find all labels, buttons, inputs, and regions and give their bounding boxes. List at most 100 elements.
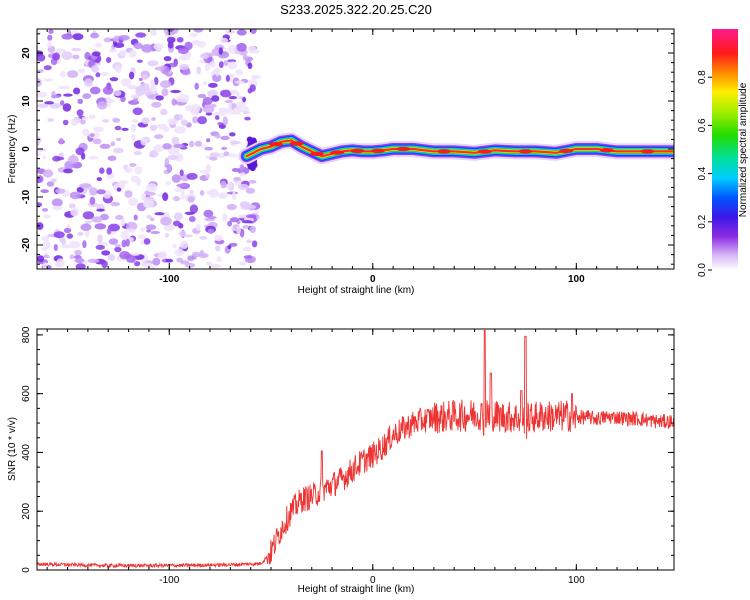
- noise-blob: [82, 211, 95, 220]
- noise-blob: [195, 223, 201, 231]
- noise-blob: [149, 85, 158, 95]
- noise-blob: [87, 258, 100, 264]
- noise-blob: [180, 260, 190, 265]
- colorbar-tick-label: 0.6: [697, 118, 708, 132]
- ridge-peak: [518, 149, 533, 154]
- snr-panel: -100 0 100 0 200 400 600 800 Height of straigh…: [7, 326, 675, 595]
- noise-blob: [149, 152, 155, 158]
- noise-blob: [218, 192, 228, 198]
- noise-blob: [121, 127, 129, 131]
- noise-blob: [229, 89, 238, 94]
- noise-blob: [51, 94, 62, 99]
- noise-blob: [77, 98, 83, 104]
- noise-blob: [128, 71, 135, 80]
- noise-blob: [176, 37, 184, 43]
- noise-blob: [102, 86, 114, 95]
- noise-blob: [202, 97, 213, 105]
- noise-blob: [43, 78, 53, 82]
- noise-blob: [231, 191, 237, 201]
- noise-blob: [204, 63, 211, 72]
- noise-blob: [172, 220, 181, 227]
- noise-blob: [37, 91, 48, 98]
- y-tick-label: 20: [21, 47, 32, 59]
- noise-blob: [96, 177, 103, 182]
- noise-blob: [61, 33, 73, 40]
- noise-blob: [179, 169, 184, 177]
- noise-blob: [245, 214, 257, 219]
- noise-blob: [220, 180, 227, 189]
- noise-blob: [173, 212, 183, 221]
- noise-blob: [90, 65, 100, 73]
- noise-blob: [114, 246, 122, 253]
- spectrogram-y-label: Frequency (Hz): [7, 115, 18, 184]
- noise-blob: [136, 59, 143, 63]
- noise-blob: [120, 78, 132, 87]
- noise-blob: [152, 257, 161, 266]
- noise-blob: [160, 108, 168, 116]
- ridge: [238, 132, 674, 165]
- noise-blob: [72, 54, 80, 60]
- noise-blob: [85, 229, 90, 238]
- noise-blob: [128, 197, 139, 206]
- noise-blob: [42, 240, 52, 250]
- noise-blob: [189, 190, 194, 194]
- noise-blob: [196, 66, 202, 75]
- noise-blob: [242, 54, 248, 61]
- y-tick-label: 0: [21, 567, 32, 573]
- noise-blob: [135, 32, 147, 38]
- noise-blob: [114, 125, 122, 131]
- noise-blob: [224, 99, 233, 104]
- noise-blob: [70, 118, 79, 126]
- noise-blob: [199, 249, 205, 256]
- noise-blob: [51, 198, 63, 207]
- noise-blob: [37, 103, 49, 109]
- noise-blob: [149, 124, 158, 131]
- noise-blob: [89, 86, 101, 95]
- noise-blob: [166, 164, 173, 173]
- noise-blob: [244, 116, 251, 121]
- noise-blob: [235, 69, 244, 76]
- noise-blob: [67, 155, 79, 165]
- noise-blob: [66, 233, 74, 239]
- noise-blob: [63, 168, 73, 174]
- noise-blob: [206, 138, 211, 143]
- noise-blob: [42, 262, 48, 269]
- noise-blob: [167, 154, 178, 160]
- noise-blob: [52, 205, 63, 211]
- noise-blob: [172, 29, 179, 34]
- noise-blob: [73, 87, 81, 95]
- noise-blob: [219, 37, 229, 44]
- noise-blob: [84, 220, 93, 224]
- noise-blob: [96, 101, 108, 110]
- noise-blob: [229, 132, 236, 137]
- noise-blob: [147, 60, 159, 67]
- noise-blob: [96, 208, 105, 212]
- ridge-peak: [309, 151, 324, 156]
- noise-blob: [47, 34, 53, 41]
- noise-blob: [99, 143, 111, 149]
- noise-blob: [242, 247, 252, 252]
- noise-blob: [205, 173, 211, 179]
- noise-blob: [94, 223, 107, 230]
- y-tick-label: 600: [21, 385, 32, 402]
- noise-blob: [172, 244, 177, 249]
- noise-blob: [180, 191, 185, 200]
- noise-blob: [163, 213, 170, 218]
- noise-blob: [226, 203, 237, 211]
- noise-blob: [89, 187, 98, 196]
- noise-blob: [247, 88, 253, 94]
- noise-blob: [207, 228, 214, 235]
- noise-blob: [163, 223, 175, 232]
- noise-blob: [181, 119, 188, 126]
- noise-blob: [130, 123, 137, 133]
- noise-blob: [93, 62, 102, 66]
- colorbar-label: Normalized spectral amplitude: [738, 82, 749, 217]
- noise-blob: [234, 80, 245, 84]
- noise-blob: [214, 115, 220, 120]
- ridge-peak: [396, 146, 411, 152]
- spectrogram-x-ticks: -100 0 100: [46, 29, 659, 285]
- noise-blob: [238, 183, 249, 190]
- noise-blob: [124, 166, 133, 173]
- noise-blob: [52, 52, 60, 61]
- noise-blob: [41, 247, 48, 251]
